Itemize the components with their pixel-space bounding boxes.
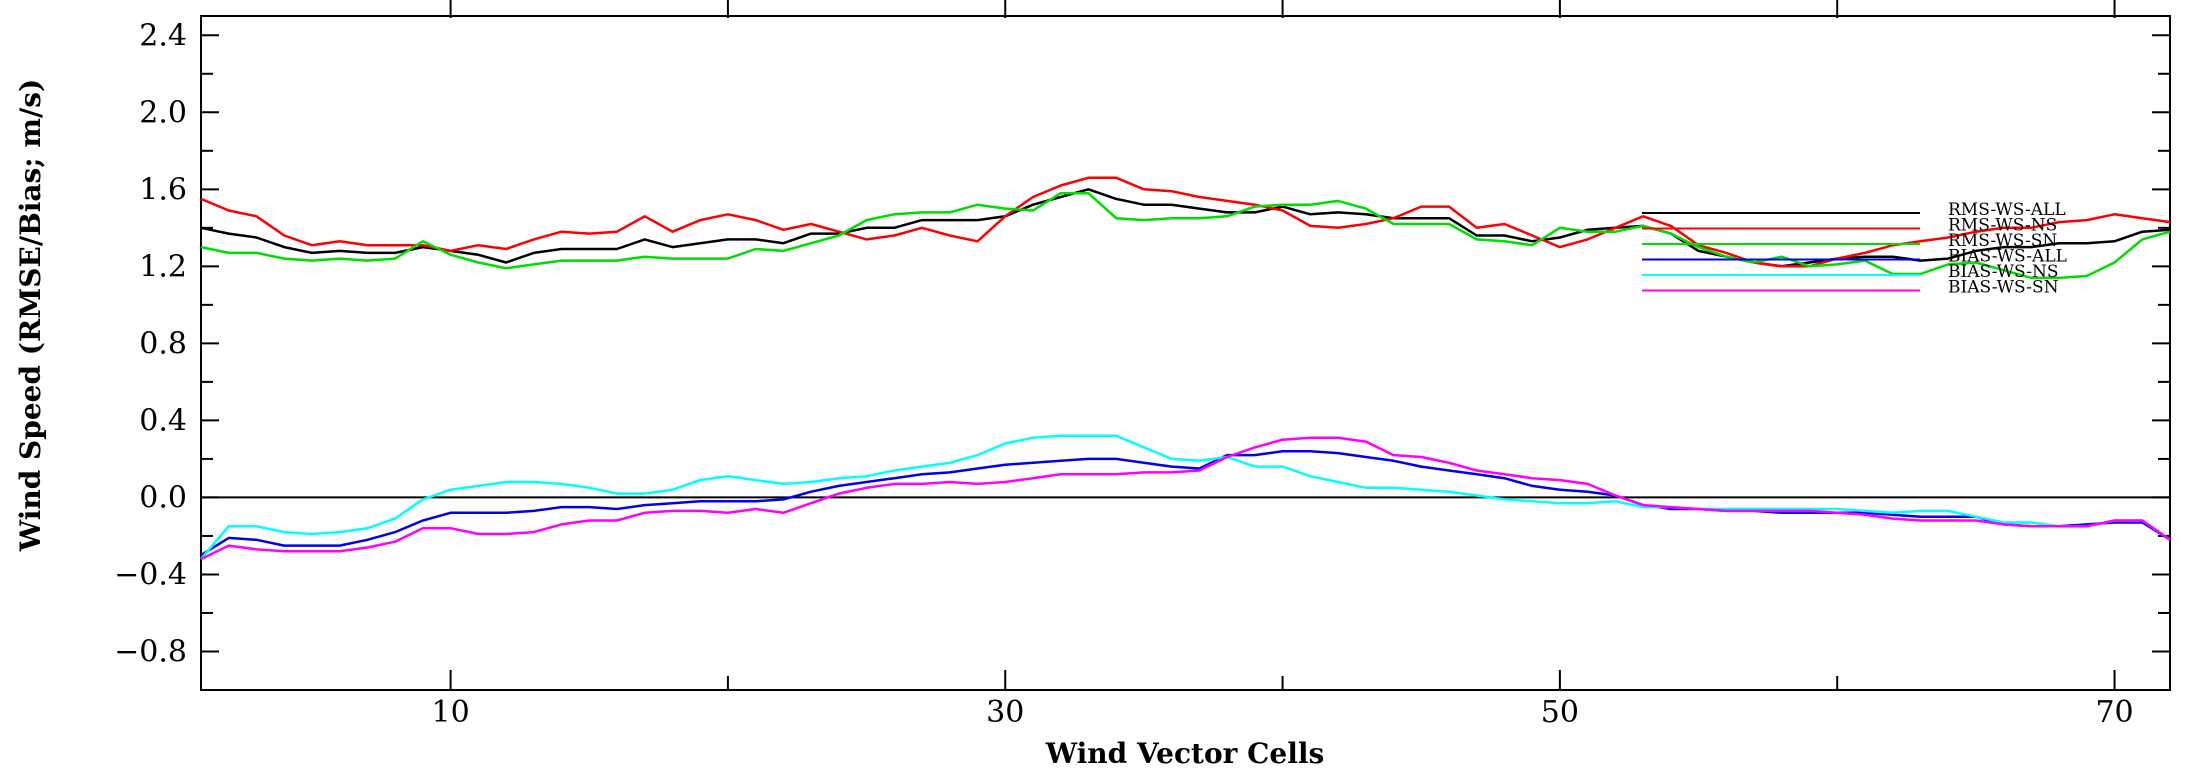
x-tick-label: 30 xyxy=(986,695,1024,730)
legend: RMS-WS-ALLRMS-WS-NSRMS-WS-SNBIAS-WS-ALLB… xyxy=(1642,200,2067,298)
y-tick-label: 2.0 xyxy=(139,95,187,130)
y-tick-label: 1.2 xyxy=(139,249,187,284)
y-tick-label: −0.8 xyxy=(114,634,187,669)
x-tick-label: 10 xyxy=(431,695,469,730)
series-line-bias-ws-sn xyxy=(200,436,2171,561)
x-tick-labels: 10 30 50 70 xyxy=(431,695,2133,730)
series-line-rms-ws-ns xyxy=(200,176,2171,268)
legend-label: RMS-WS-SN xyxy=(1948,231,2057,251)
x-axis-title: Wind Vector Cells xyxy=(1045,737,1325,770)
y-tick-label: 0.4 xyxy=(139,403,187,438)
series-line-bias-ws-all xyxy=(200,449,2171,557)
x-tick-label: 70 xyxy=(2095,695,2133,730)
legend-label: BIAS-WS-NS xyxy=(1948,262,2059,282)
y-axis-title: Wind Speed (RMSE/Bias; m/s) xyxy=(14,79,47,553)
legend-label: BIAS-WS-SN xyxy=(1948,278,2059,298)
y-tick-label: −0.4 xyxy=(114,557,187,592)
legend-label: RMS-WS-ALL xyxy=(1948,200,2066,220)
series-line-rms-ws-sn xyxy=(200,191,2171,280)
x-tick-label: 50 xyxy=(1541,695,1579,730)
axis-ticks xyxy=(201,0,2170,691)
plot-area xyxy=(200,0,2171,691)
plot-frame xyxy=(200,15,2171,691)
y-tick-labels: 2.4 2.0 1.6 1.2 0.8 0.4 0.0 −0.4 −0.8 xyxy=(114,18,187,669)
series-line-bias-ws-ns xyxy=(200,434,2171,560)
legend-label: RMS-WS-NS xyxy=(1948,216,2057,236)
legend-label: BIAS-WS-ALL xyxy=(1948,247,2067,267)
y-tick-label: 0.8 xyxy=(139,326,187,361)
y-tick-label: 2.4 xyxy=(139,18,187,53)
y-tick-label: 0.0 xyxy=(139,480,187,515)
y-tick-label: 1.6 xyxy=(139,172,187,207)
series-lines xyxy=(200,176,2171,561)
